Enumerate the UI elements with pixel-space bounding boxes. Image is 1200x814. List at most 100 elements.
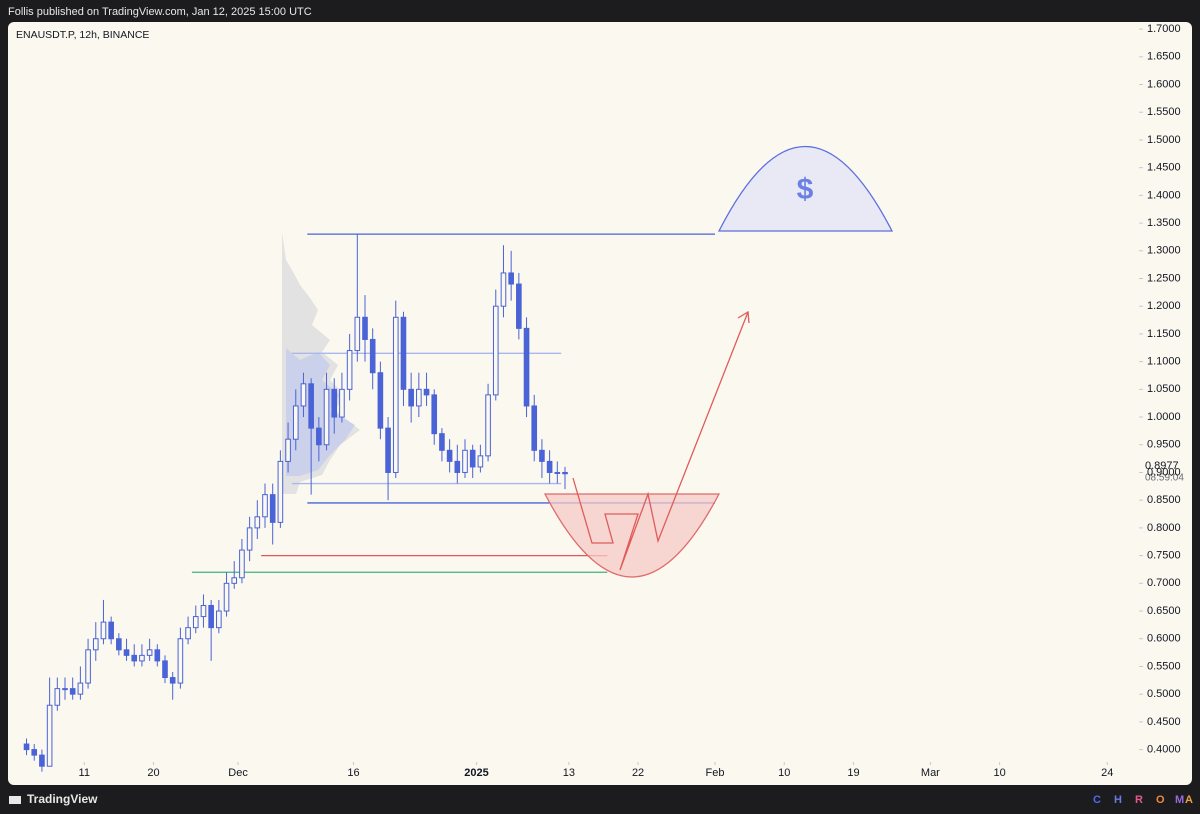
candle-body <box>146 649 153 656</box>
y-tick-label: 0.7500 <box>1147 550 1181 562</box>
candle-body <box>108 621 114 640</box>
candle-body <box>400 316 407 390</box>
candle-body <box>439 433 445 451</box>
y-tick-label: 0.5000 <box>1147 688 1181 700</box>
candle-body <box>377 372 384 429</box>
tag-letter: H <box>1114 794 1122 806</box>
candle-body <box>416 388 422 407</box>
published-note: Follis published on TradingView.com, Jan… <box>8 6 312 18</box>
candle-body <box>516 283 522 329</box>
candle-body <box>531 405 538 451</box>
candle-body <box>339 388 345 418</box>
candle-body <box>277 460 284 523</box>
candle-body <box>408 388 414 407</box>
candle-body <box>508 272 514 285</box>
candle-body <box>39 754 45 767</box>
candle-body <box>316 427 322 446</box>
candle-body <box>485 394 491 457</box>
candle-body <box>292 405 299 440</box>
y-tick-label: 0.7000 <box>1147 577 1181 589</box>
candle-body <box>139 654 145 662</box>
x-tick-label: 20 <box>147 767 159 779</box>
candle-body <box>492 305 499 396</box>
candle-body <box>192 616 199 629</box>
tag-letter: M <box>1175 794 1184 806</box>
candle-body <box>116 638 122 651</box>
candle-body <box>123 649 130 656</box>
x-tick-label: Mar <box>921 767 940 779</box>
candle-body <box>392 316 399 473</box>
y-tick-label: 1.2000 <box>1147 300 1181 312</box>
candle-body <box>346 350 353 390</box>
candle-body <box>62 688 68 691</box>
y-tick-label: 0.8000 <box>1147 522 1181 534</box>
y-tick-label: 0.9000 <box>1147 466 1181 478</box>
x-tick-label: Dec <box>228 767 248 779</box>
candle-body <box>362 316 368 340</box>
candle-body <box>539 449 545 462</box>
candle-body <box>54 688 61 706</box>
tag-letter: C <box>1093 794 1101 806</box>
candle-body <box>477 455 484 468</box>
y-tick-label: 0.8500 <box>1147 494 1181 506</box>
y-tick-label: 1.6500 <box>1147 51 1181 63</box>
candle-body <box>254 516 261 529</box>
candle-body <box>369 338 376 374</box>
y-tick-label: 1.1500 <box>1147 328 1181 340</box>
candle-body <box>100 621 107 640</box>
candle-body <box>385 427 391 473</box>
y-tick-label: 1.5500 <box>1147 106 1181 118</box>
x-tick-label: 2025 <box>464 767 488 779</box>
y-tick-label: 0.5500 <box>1147 660 1181 672</box>
candle-body <box>500 272 507 307</box>
x-tick-label: 13 <box>563 767 575 779</box>
candle-body <box>431 394 438 435</box>
y-tick-label: 1.6000 <box>1147 78 1181 90</box>
candle-body <box>216 610 222 629</box>
candle-body <box>77 682 84 695</box>
y-tick-label: 1.7000 <box>1147 23 1181 35</box>
candle-body <box>154 649 161 662</box>
x-tick-label: 19 <box>847 767 859 779</box>
x-tick-label: 16 <box>347 767 359 779</box>
candle-body <box>177 638 184 684</box>
candle-body <box>239 549 245 579</box>
y-tick-label: 1.5000 <box>1147 134 1181 146</box>
arrow-head <box>737 310 750 324</box>
candle-body <box>285 438 291 462</box>
candle-body <box>423 388 430 396</box>
tag-letter: O <box>1156 794 1165 806</box>
x-tick-label: 11 <box>79 767 90 779</box>
candle-body <box>354 316 361 352</box>
chart-panel <box>8 22 1192 785</box>
x-tick-label: 24 <box>1101 767 1113 779</box>
candle-body <box>300 383 307 407</box>
x-tick-label: 10 <box>993 767 1005 779</box>
y-tick-label: 0.4000 <box>1147 743 1181 755</box>
candle-body <box>200 604 207 618</box>
x-tick-label: 10 <box>778 767 790 779</box>
target-dome <box>717 145 894 232</box>
candle-body <box>231 577 238 584</box>
tag-letter: R <box>1135 794 1143 806</box>
y-tick-label: 0.6000 <box>1147 633 1181 645</box>
countdown: 08:59:04 <box>1145 473 1184 484</box>
brand: TradingView <box>27 792 98 806</box>
x-tick-label: 22 <box>632 767 644 779</box>
candle-body <box>554 471 561 474</box>
y-tick-label: 1.0500 <box>1147 383 1181 395</box>
candle-body <box>92 638 99 651</box>
candle-body <box>85 649 91 684</box>
candle-body <box>546 460 553 473</box>
symbol-title: ENAUSDT.P, 12h, BINANCE <box>16 29 149 41</box>
candle-body <box>162 660 168 679</box>
target-symbol: $ <box>797 173 814 206</box>
candle-body <box>169 677 176 684</box>
candle-body <box>454 460 461 473</box>
candle-body <box>462 449 468 473</box>
candle-body <box>262 494 268 518</box>
candle-body <box>223 582 230 612</box>
y-tick-label: 1.0000 <box>1147 411 1181 423</box>
